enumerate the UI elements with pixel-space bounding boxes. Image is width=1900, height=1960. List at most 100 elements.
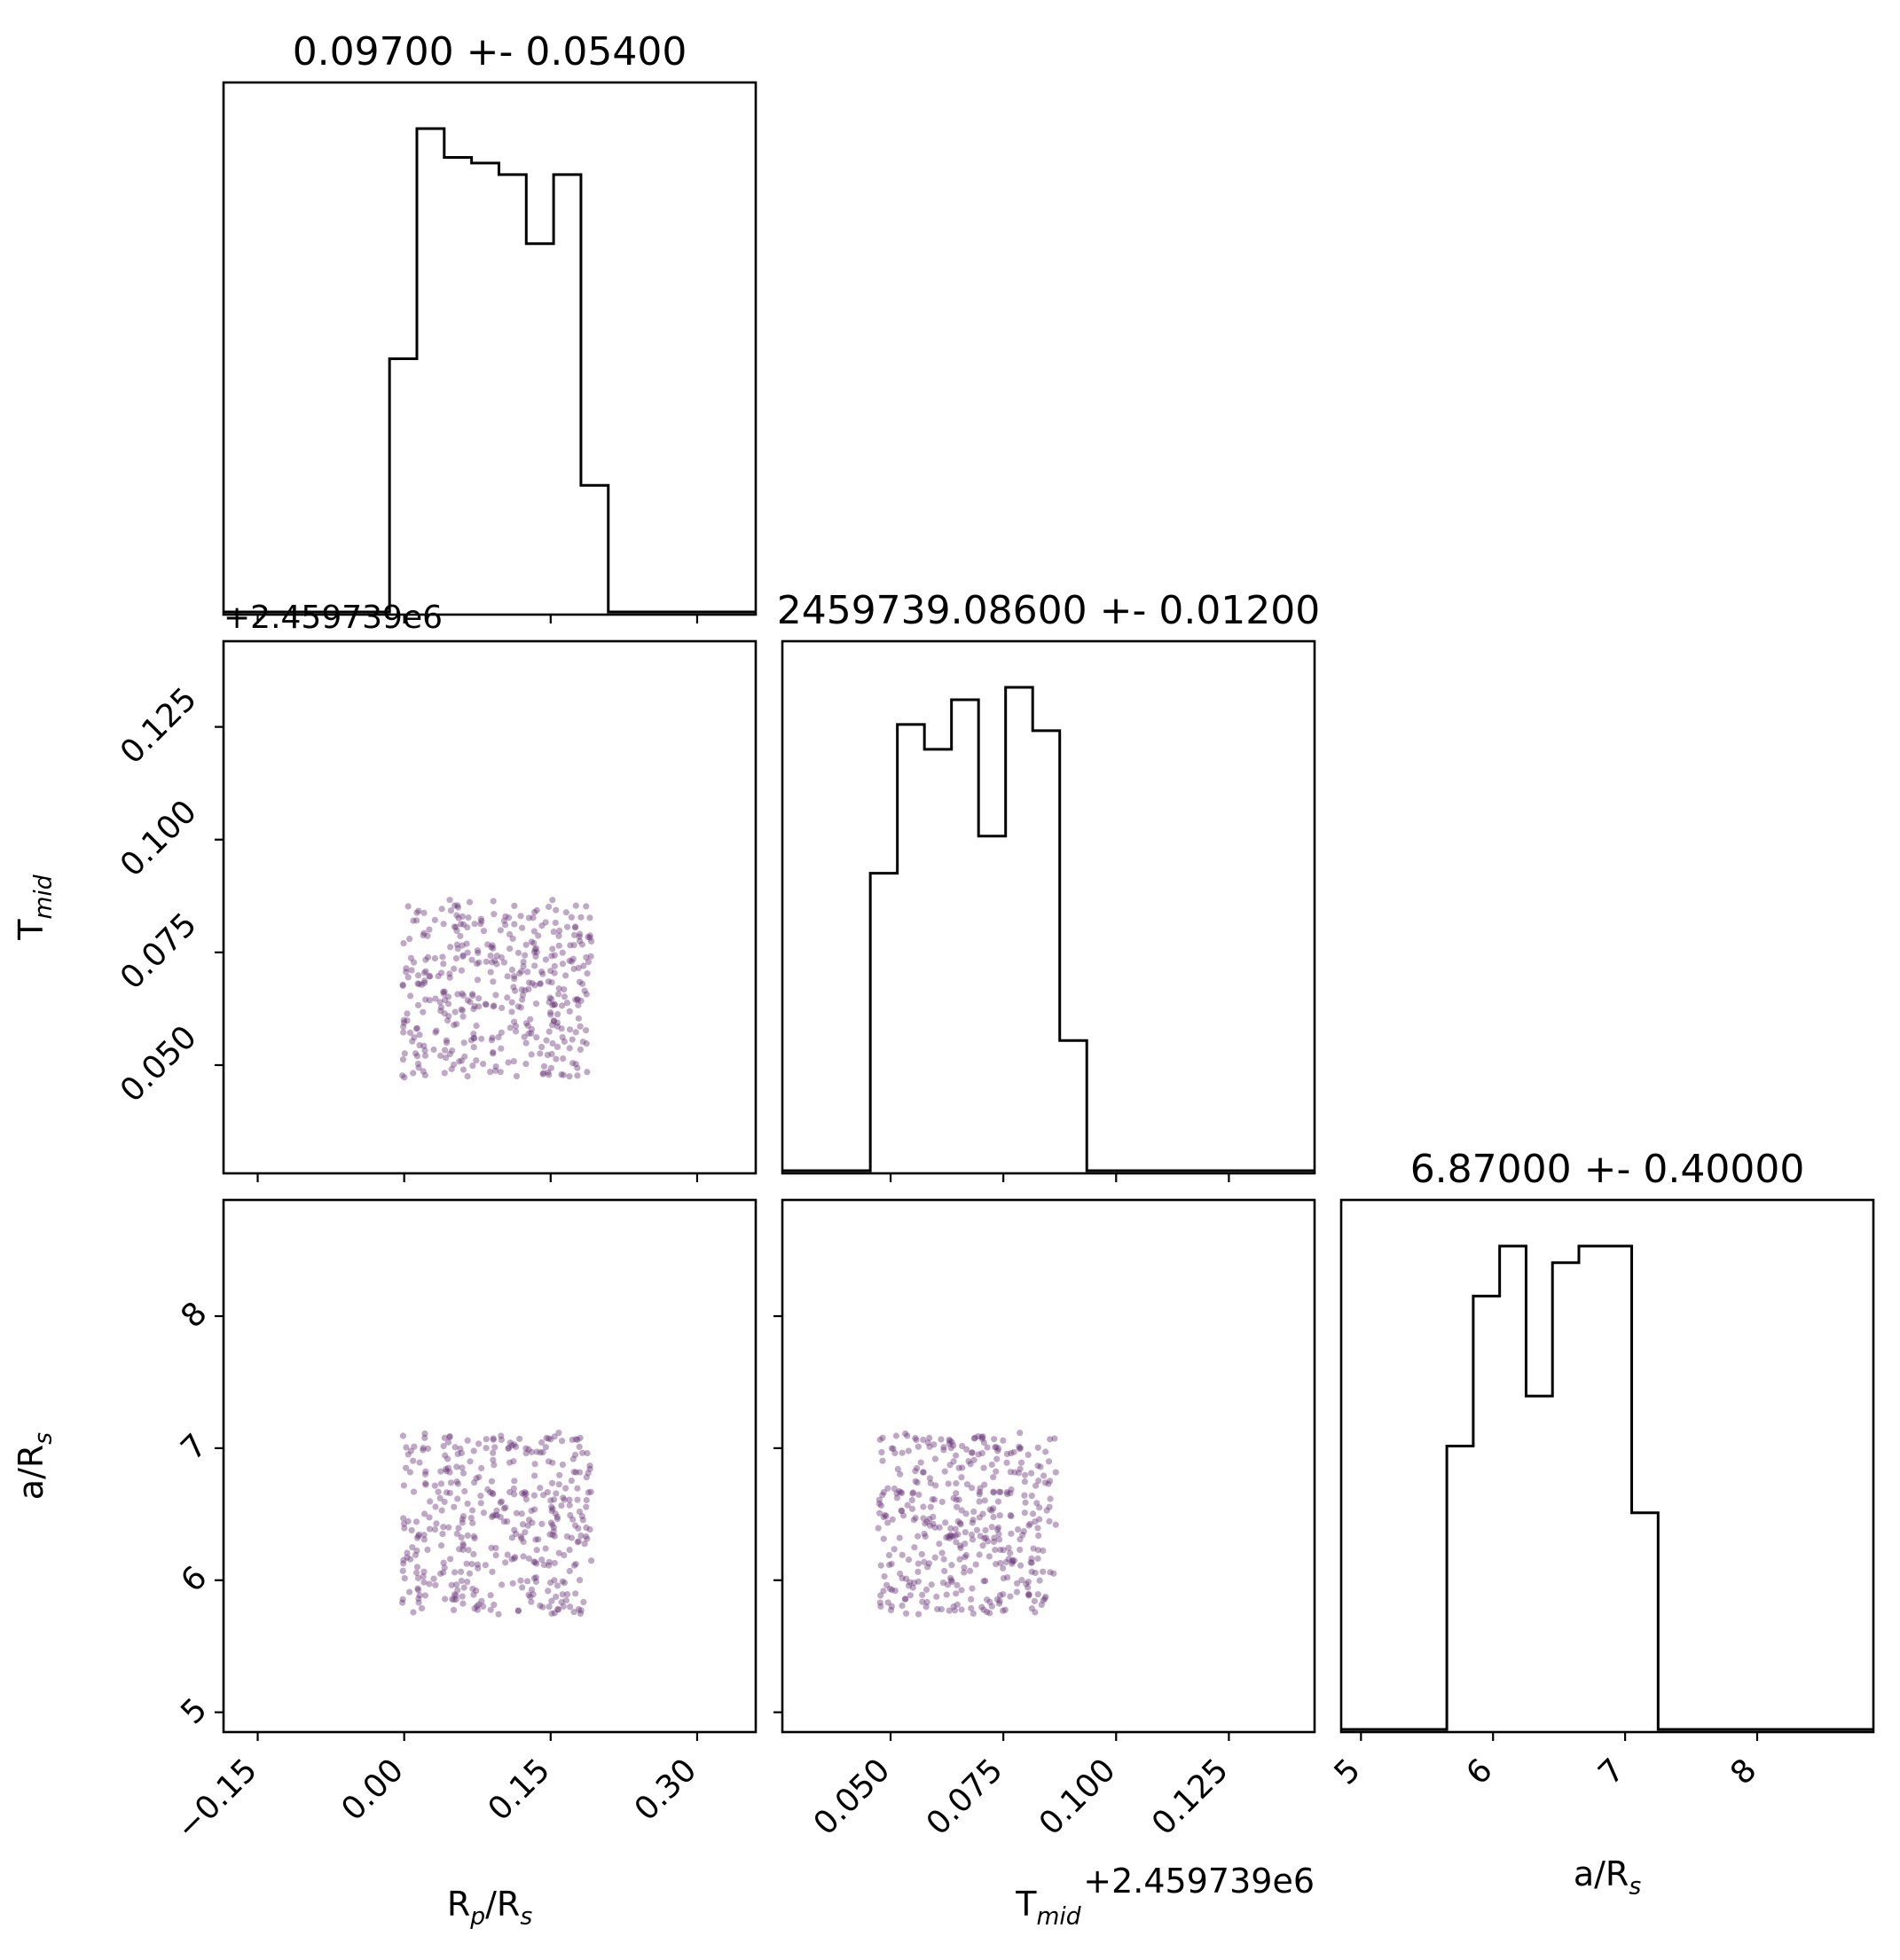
sample-point: [912, 1478, 919, 1485]
sample-point: [586, 932, 593, 939]
sample-point: [1036, 1577, 1043, 1584]
sample-point: [410, 917, 417, 924]
sample-point: [961, 1569, 968, 1576]
sample-point: [478, 1035, 485, 1042]
sample-point: [437, 1004, 445, 1011]
sample-point: [473, 1588, 480, 1595]
sample-point: [897, 1488, 905, 1496]
sample-point: [884, 1599, 891, 1606]
sample-point: [555, 984, 562, 992]
sample-point: [1032, 1569, 1039, 1577]
sample-point: [443, 1489, 451, 1496]
sample-point: [953, 1490, 960, 1497]
sample-point: [519, 1584, 526, 1591]
sample-point: [512, 987, 519, 994]
sample-point: [460, 1584, 467, 1591]
sample-point: [544, 1051, 552, 1059]
sample-point: [919, 1469, 927, 1476]
sample-point: [988, 1524, 995, 1531]
sample-point: [1007, 1549, 1014, 1556]
sample-point: [452, 923, 459, 930]
sample-point: [471, 1605, 478, 1612]
sample-point: [509, 935, 516, 943]
sample-point: [962, 1510, 970, 1517]
sample-point: [445, 1013, 452, 1020]
sample-point: [487, 968, 494, 976]
sample-point: [995, 1445, 1002, 1452]
sample-point: [969, 1449, 976, 1456]
sample-point: [454, 1450, 461, 1458]
sample-point: [442, 1047, 449, 1054]
sample-point: [420, 1572, 427, 1580]
sample-point: [415, 980, 423, 988]
sample-point: [499, 1581, 506, 1588]
sample-point: [508, 999, 515, 1006]
sample-point: [504, 1517, 511, 1525]
sample-point: [407, 954, 414, 961]
sample-point: [561, 1551, 568, 1559]
sample-point: [980, 1439, 987, 1446]
sample-point: [1013, 1588, 1020, 1595]
sample-point: [414, 972, 422, 979]
sample-point: [547, 1011, 554, 1018]
sample-point: [463, 1560, 470, 1567]
sample-point: [931, 1455, 938, 1462]
sample-point: [420, 1042, 428, 1049]
sample-point: [911, 1580, 918, 1587]
sample-point: [948, 1562, 955, 1569]
sample-point: [468, 1561, 475, 1568]
sample-point: [920, 1503, 927, 1510]
sample-point: [524, 1522, 531, 1529]
sample-point: [1050, 1570, 1057, 1577]
sample-point: [566, 1501, 573, 1509]
sample-point: [440, 921, 447, 928]
sample-point: [426, 997, 434, 1004]
sample-point: [1028, 1493, 1035, 1500]
sample-point: [923, 1586, 930, 1594]
sample-point: [965, 1458, 972, 1465]
sample-point: [468, 956, 475, 963]
sample-point: [926, 1516, 933, 1523]
sample-point: [550, 1496, 558, 1503]
sample-point: [576, 1469, 584, 1476]
sample-point: [978, 1603, 985, 1611]
sample-point: [954, 1581, 961, 1588]
sample-point: [420, 909, 428, 916]
sample-point: [1010, 1448, 1017, 1455]
sample-point: [585, 1470, 592, 1477]
y-axis-label-ars: a/Rs: [12, 1432, 58, 1501]
sample-point: [524, 1022, 531, 1030]
sample-point: [915, 1443, 922, 1450]
sample-point: [446, 974, 453, 981]
sample-point: [443, 1039, 451, 1047]
sample-point: [525, 1030, 532, 1037]
sample-point: [996, 1597, 1003, 1604]
sample-point: [426, 1580, 433, 1588]
sample-point: [441, 1070, 448, 1077]
sample-point: [474, 1561, 482, 1568]
sample-point: [934, 1605, 941, 1613]
sample-point: [416, 1031, 423, 1039]
sample-point: [554, 1605, 561, 1613]
sample-point: [546, 1562, 553, 1569]
sample-point: [574, 996, 581, 1003]
sample-point: [532, 1536, 539, 1543]
sample-point: [952, 1532, 959, 1540]
sample-point: [580, 1598, 587, 1606]
sample-point: [522, 1490, 530, 1497]
sample-point: [1025, 1451, 1032, 1459]
sample-point: [921, 1558, 928, 1565]
sample-point: [582, 1533, 590, 1541]
sample-point: [547, 1497, 554, 1504]
sample-point: [550, 1527, 557, 1535]
sample-point: [399, 1056, 406, 1063]
sample-point: [583, 953, 590, 961]
sample-point: [520, 1538, 527, 1546]
sample-point: [577, 1532, 585, 1540]
sample-point: [926, 1434, 933, 1441]
sample-point: [550, 1524, 557, 1531]
sample-point: [972, 1561, 979, 1568]
sample-point: [898, 1507, 906, 1515]
sample-point: [546, 1028, 553, 1035]
sample-point: [1040, 1547, 1047, 1555]
